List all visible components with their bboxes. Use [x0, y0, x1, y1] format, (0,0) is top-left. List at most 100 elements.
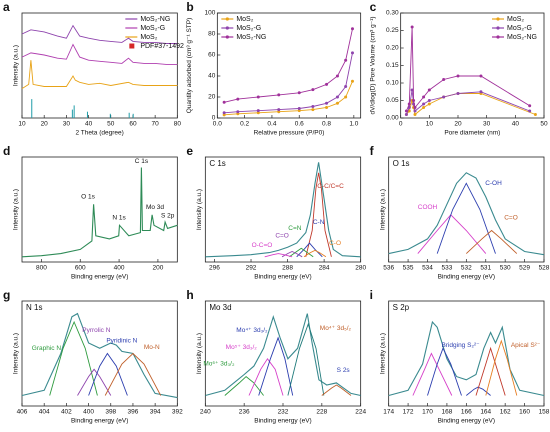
- curve: [465, 229, 518, 254]
- marker: [335, 74, 339, 78]
- x-axis-label: Binding energy (eV): [71, 418, 128, 425]
- panel-label: b: [186, 0, 193, 14]
- legend-marker: [225, 35, 229, 39]
- marker: [277, 93, 281, 97]
- x-tick-label: 529: [519, 265, 530, 272]
- curve: [88, 352, 128, 396]
- x-tick-label: 1.0: [349, 121, 358, 128]
- panel-title: Mo 3d: [209, 303, 231, 312]
- marker: [413, 109, 417, 113]
- annotation: Mo⁴⁺ 3d₅/₂: [320, 325, 352, 332]
- x-tick-label: 20: [454, 121, 462, 128]
- x-tick-label: 394: [150, 409, 161, 416]
- marker: [410, 25, 414, 29]
- legend-marker: [496, 17, 500, 21]
- curve: [475, 346, 506, 396]
- x-tick-label: 240: [200, 409, 211, 416]
- marker: [236, 112, 240, 116]
- curve: [264, 253, 293, 258]
- marker: [311, 104, 315, 108]
- annotation: C=N: [288, 225, 301, 232]
- annotation: O 1s: [81, 194, 95, 201]
- x-tick-label: 224: [355, 409, 366, 416]
- curve: [77, 368, 112, 396]
- marker: [256, 111, 260, 115]
- plot-frame: [21, 12, 178, 119]
- x-tick-label: 400: [83, 409, 94, 416]
- curve: [21, 312, 178, 399]
- panel-label: i: [370, 288, 373, 302]
- x-tick-label: 10: [18, 121, 26, 128]
- panel-title: C 1s: [209, 159, 225, 168]
- x-tick-label: 0.0: [213, 121, 222, 128]
- marker: [350, 51, 354, 55]
- y-axis-label: Intensity (a.u.): [13, 45, 20, 86]
- annotation: Mo⁴⁺ 3d₃/₂: [236, 327, 268, 334]
- annotation: COOH: [418, 204, 438, 211]
- legend-label: MoS₂-G: [140, 25, 165, 32]
- curve: [289, 247, 314, 258]
- curve: [205, 162, 361, 258]
- x-tick-label: 284: [319, 265, 330, 272]
- curve: [21, 24, 178, 44]
- annotation: Mo-N: [144, 344, 160, 351]
- curve: [49, 320, 98, 396]
- x-axis-label: Pore diameter (nm): [444, 130, 500, 137]
- x-tick-label: 166: [461, 409, 472, 416]
- legend-label: MoS₂-G: [236, 25, 261, 32]
- plot-frame: [21, 300, 178, 407]
- x-tick-label: 236: [239, 409, 250, 416]
- curve: [248, 358, 284, 396]
- legend-label: MoS₂: [507, 16, 524, 23]
- annotation: C-OH: [485, 180, 502, 187]
- legend-marker: [496, 26, 500, 30]
- marker: [410, 88, 414, 92]
- x-tick-label: 536: [383, 265, 394, 272]
- x-tick-label: 533: [441, 265, 452, 272]
- marker: [407, 102, 411, 106]
- x-tick-label: 50: [107, 121, 115, 128]
- annotation: C-O: [329, 240, 341, 247]
- curve: [287, 322, 325, 396]
- annotation: Apical S²⁻: [511, 342, 541, 349]
- x-tick-label: 80: [174, 121, 182, 128]
- marker: [311, 108, 315, 112]
- y-tick-label: 20: [208, 94, 216, 101]
- x-tick-label: 0.8: [322, 121, 331, 128]
- marker: [533, 113, 537, 116]
- marker: [422, 95, 426, 99]
- x-tick-label: 160: [519, 409, 530, 416]
- panel-label: a: [3, 0, 10, 14]
- y-tick-label: 0: [212, 115, 216, 122]
- y-axis-label: dV/dlog(D) Pore Volume (cm³ g⁻¹): [369, 16, 376, 114]
- marker: [236, 110, 240, 114]
- x-tick-label: 396: [128, 409, 139, 416]
- curve: [406, 93, 536, 116]
- marker: [427, 102, 431, 106]
- x-tick-label: 0.6: [295, 121, 304, 128]
- legend-marker: [496, 35, 500, 39]
- x-tick-label: 400: [114, 265, 125, 272]
- curve: [21, 167, 178, 258]
- y-tick-label: 0.15: [386, 62, 399, 69]
- marker: [404, 113, 408, 116]
- x-tick-label: 0.2: [240, 121, 249, 128]
- legend-label: MoS₂-NG: [507, 34, 537, 41]
- panel-title: N 1s: [26, 303, 42, 312]
- annotation: Pyrrolic N: [82, 327, 110, 334]
- legend-label: MoS₂-G: [507, 25, 532, 32]
- x-tick-label: 280: [355, 265, 366, 272]
- y-axis-label: Intensity (a.u.): [13, 333, 20, 374]
- marker: [422, 106, 426, 109]
- curve: [296, 242, 323, 258]
- marker: [325, 82, 329, 86]
- legend-swatch: [129, 43, 135, 49]
- curve: [224, 52, 353, 114]
- curve: [224, 28, 353, 103]
- y-tick-label: 0.00: [386, 115, 399, 122]
- y-tick-label: 0.05: [386, 97, 399, 104]
- curve: [321, 384, 352, 396]
- marker: [413, 113, 417, 116]
- marker: [297, 107, 301, 111]
- x-tick-label: 30: [483, 121, 491, 128]
